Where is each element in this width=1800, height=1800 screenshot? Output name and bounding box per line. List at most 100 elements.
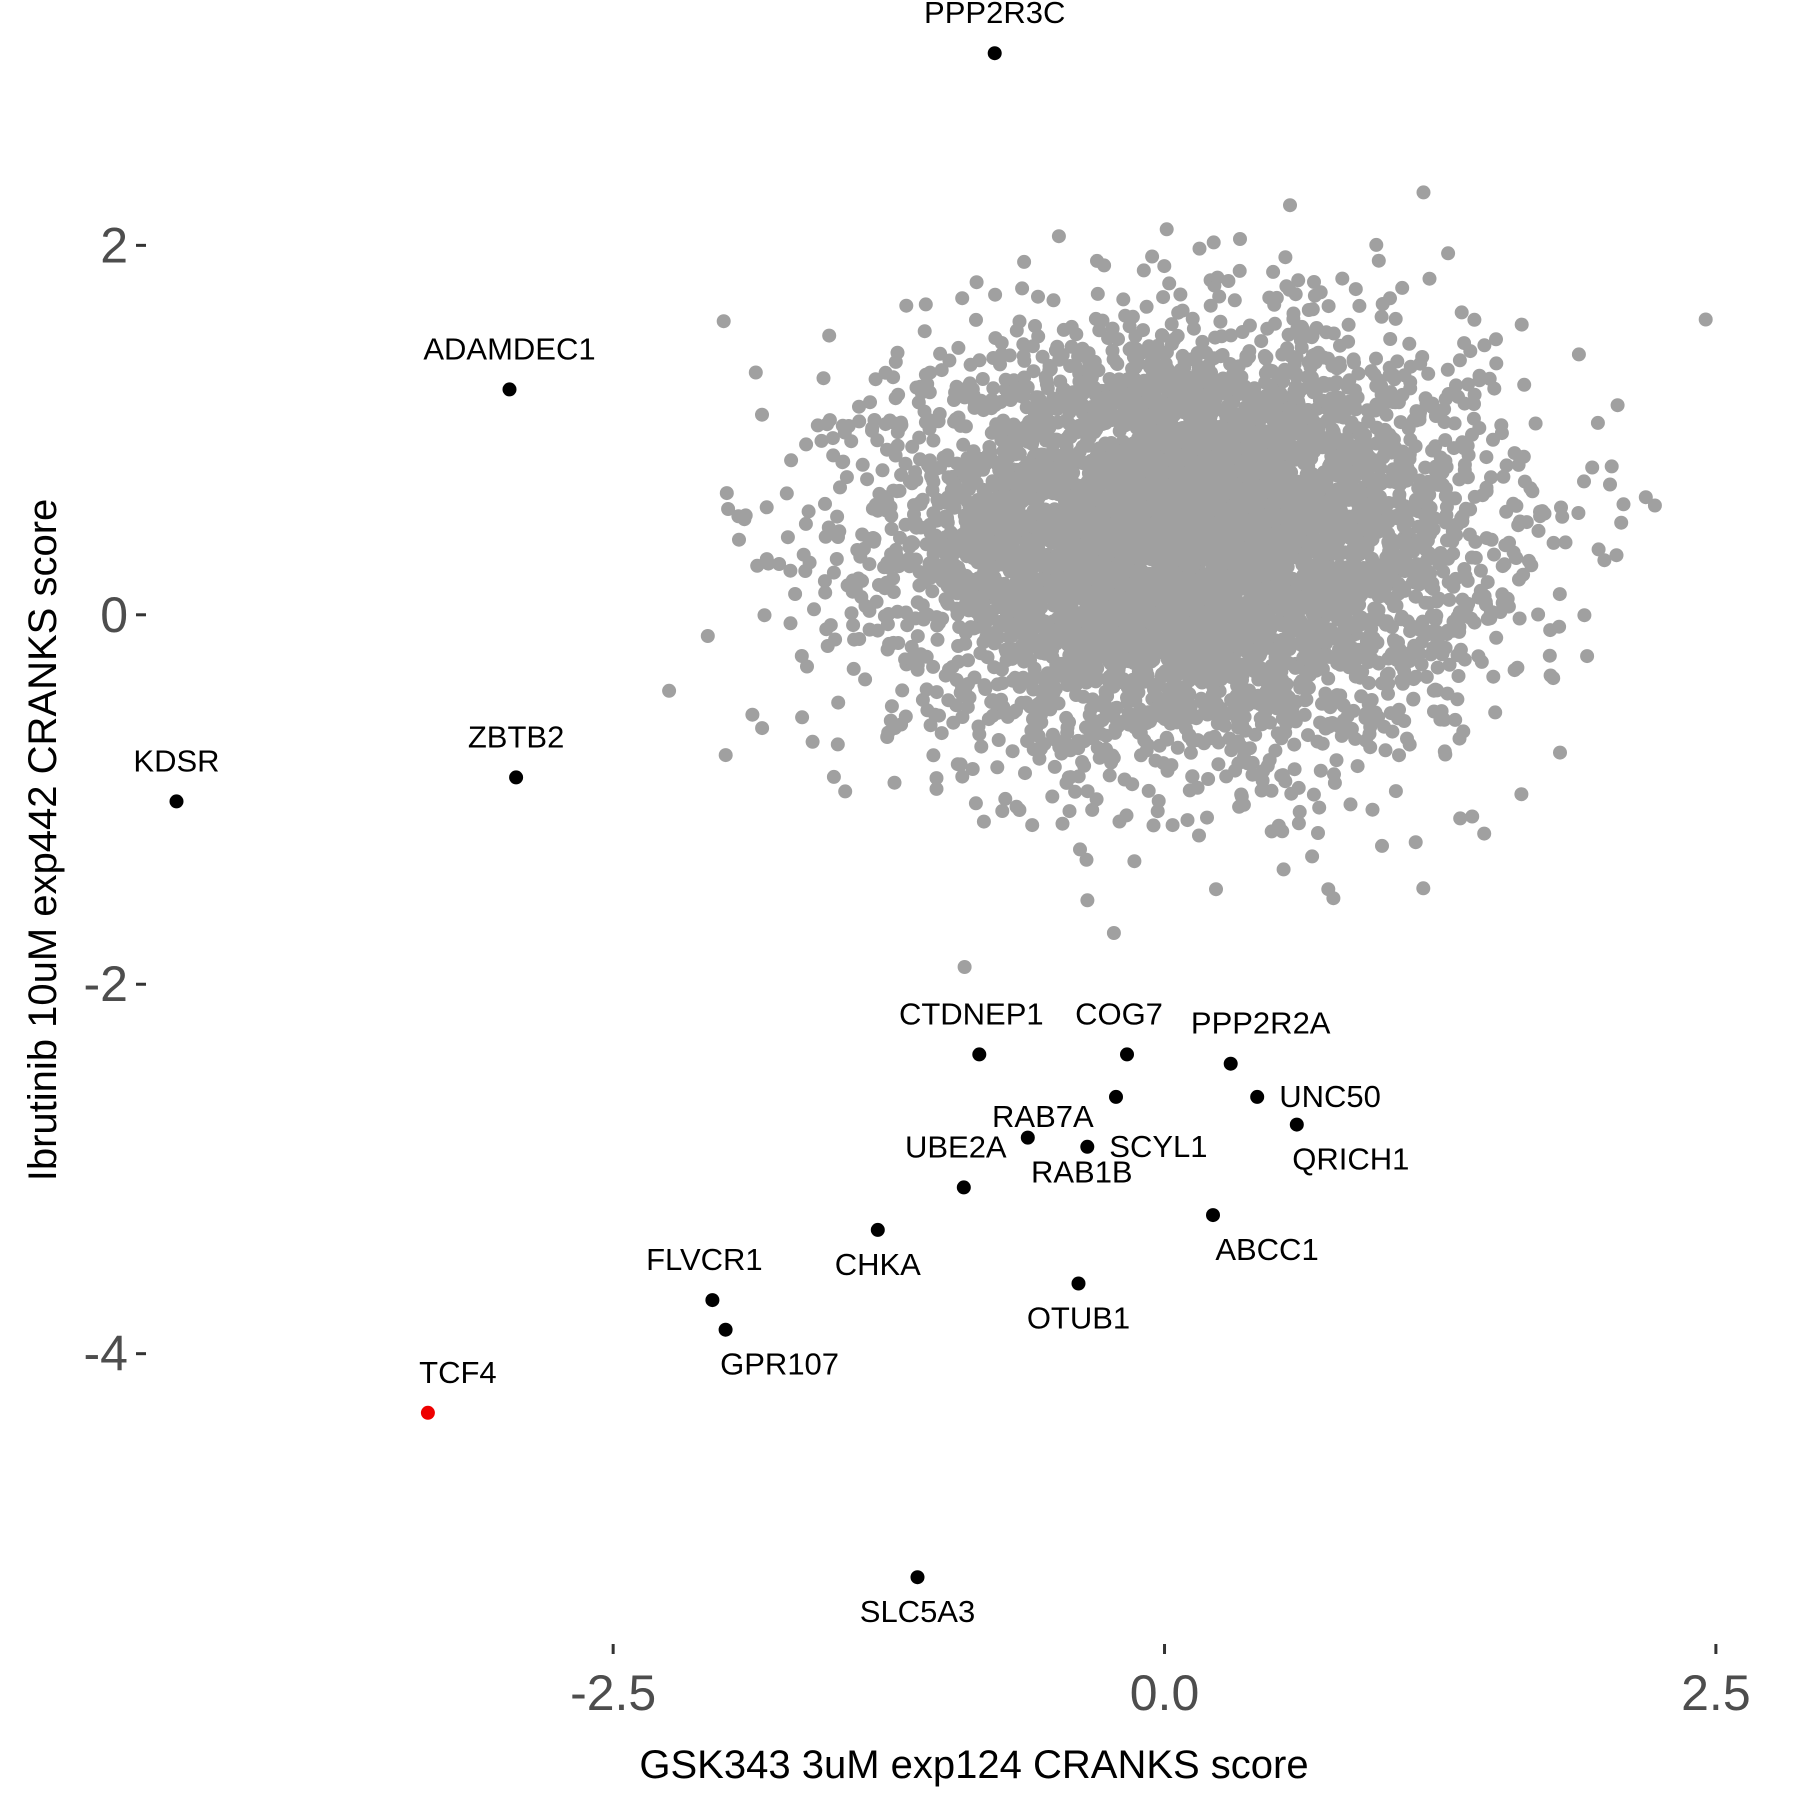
- background-point: [974, 739, 989, 754]
- background-point: [985, 693, 1000, 708]
- background-point: [1255, 773, 1270, 788]
- background-point: [1499, 458, 1514, 473]
- background-point: [924, 469, 939, 484]
- background-point: [1435, 477, 1450, 492]
- background-point: [1332, 355, 1347, 370]
- background-point: [1230, 713, 1245, 728]
- background-point: [1597, 553, 1612, 568]
- background-point: [939, 495, 954, 510]
- background-point: [973, 646, 988, 661]
- background-point: [1553, 745, 1567, 760]
- background-point: [1394, 609, 1409, 624]
- background-point: [969, 312, 983, 327]
- background-point: [1609, 548, 1624, 563]
- background-point: [1275, 711, 1290, 726]
- background-point: [1419, 553, 1434, 568]
- background-point: [1014, 695, 1029, 710]
- background-point: [1017, 383, 1032, 398]
- background-point: [1212, 289, 1227, 304]
- background-point: [955, 291, 970, 306]
- background-point: [976, 814, 991, 829]
- background-point: [1182, 571, 1197, 585]
- background-point: [898, 456, 913, 471]
- background-point: [1408, 669, 1423, 684]
- background-point: [994, 336, 1009, 350]
- background-point: [1170, 740, 1185, 755]
- background-point: [1531, 607, 1546, 622]
- background-point: [1418, 460, 1433, 475]
- background-point: [1266, 264, 1281, 279]
- background-point: [818, 496, 832, 511]
- background-point: [1047, 759, 1062, 774]
- background-point: [1080, 784, 1095, 799]
- background-point: [818, 585, 833, 600]
- background-point: [905, 439, 920, 454]
- background-point: [1165, 818, 1180, 833]
- background-point: [975, 372, 990, 386]
- background-point: [918, 297, 933, 312]
- background-point: [870, 623, 885, 638]
- background-point: [1089, 792, 1104, 807]
- background-point: [966, 621, 981, 636]
- background-point: [846, 661, 861, 676]
- background-point: [1173, 287, 1188, 302]
- background-point: [941, 693, 956, 708]
- background-point: [940, 448, 955, 463]
- background-point: [1507, 446, 1522, 461]
- background-point: [1614, 515, 1629, 530]
- background-point: [1055, 816, 1070, 831]
- background-point: [1489, 332, 1503, 347]
- background-point: [1512, 611, 1527, 626]
- background-point: [1351, 504, 1366, 519]
- background-point: [1460, 470, 1475, 485]
- background-point: [910, 595, 925, 610]
- background-point: [1378, 743, 1393, 758]
- background-point: [1463, 344, 1478, 359]
- background-point: [860, 472, 875, 487]
- background-point: [821, 520, 836, 535]
- background-point: [1422, 271, 1437, 286]
- background-point: [920, 376, 935, 391]
- background-point: [958, 681, 973, 696]
- background-point: [1305, 849, 1320, 864]
- background-point: [1213, 314, 1228, 329]
- background-point: [1383, 332, 1398, 346]
- background-point: [1379, 667, 1394, 682]
- background-point: [1616, 497, 1631, 512]
- background-point: [1164, 317, 1179, 332]
- background-point: [1305, 302, 1320, 317]
- background-point: [865, 423, 879, 438]
- background-point: [1329, 753, 1344, 768]
- background-point: [1494, 418, 1509, 433]
- background-point: [1403, 465, 1418, 480]
- background-point: [1159, 345, 1174, 360]
- background-point: [814, 433, 829, 448]
- background-point: [805, 734, 820, 749]
- background-point: [1234, 789, 1249, 804]
- background-point: [1290, 322, 1305, 337]
- background-point: [1009, 799, 1024, 814]
- background-point: [926, 748, 941, 763]
- background-point: [1500, 591, 1515, 606]
- background-point: [1150, 804, 1165, 819]
- background-point: [1116, 292, 1131, 307]
- background-point: [721, 502, 736, 516]
- background-point: [1221, 274, 1236, 288]
- background-point: [851, 571, 866, 586]
- background-point: [1156, 756, 1171, 771]
- background-point: [1211, 757, 1226, 772]
- background-point: [958, 462, 973, 477]
- background-point: [846, 618, 861, 633]
- background-point: [886, 585, 901, 599]
- background-point: [899, 298, 914, 313]
- background-point: [1136, 323, 1150, 338]
- background-point: [1388, 311, 1403, 326]
- background-point: [960, 494, 975, 509]
- background-point: [1477, 338, 1492, 353]
- background-point: [755, 407, 769, 422]
- background-point: [1215, 348, 1230, 362]
- background-point: [965, 762, 980, 776]
- background-point: [1436, 564, 1451, 579]
- background-point: [1340, 645, 1355, 659]
- background-point: [1473, 563, 1488, 578]
